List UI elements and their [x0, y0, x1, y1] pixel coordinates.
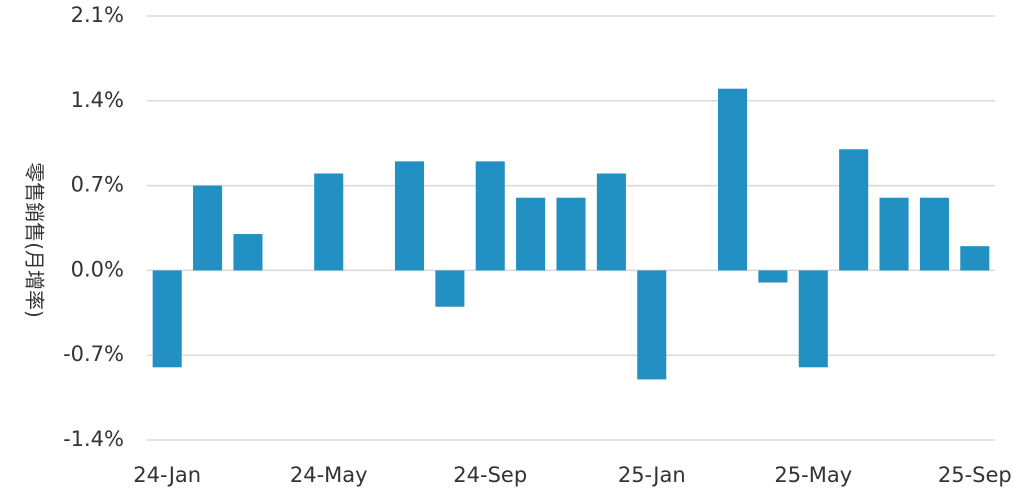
bar-25-Jan [637, 270, 667, 380]
y-tick-label: 1.4% [71, 88, 124, 112]
bar-24-Sep [475, 161, 505, 271]
bar-24-Jul [394, 161, 425, 271]
x-tick-label: 25-Sep [938, 463, 1012, 487]
y-tick-label: -0.7% [63, 342, 124, 366]
bar-24-May [314, 173, 344, 271]
x-tick-labels: 24-Jan 24-May 24-Sep 25-Jan 25-May 25-Sep [133, 463, 1011, 487]
bars [152, 88, 990, 380]
bar-24-Jan [152, 270, 182, 368]
y-tick-labels: 2.1% 1.4% 0.7% 0.0% -0.7% -1.4% [63, 3, 124, 451]
x-tick-label: 25-Jan [618, 463, 686, 487]
bar-25-Jun [839, 149, 869, 271]
bar-24-Aug [435, 270, 465, 307]
bar-25-May [798, 270, 828, 368]
bar-24-Oct [516, 197, 546, 271]
x-tick-label: 24-Sep [453, 463, 527, 487]
y-tick-label: 0.0% [71, 257, 124, 281]
bar-25-Sep [960, 246, 990, 271]
y-tick-label: 2.1% [71, 3, 124, 27]
x-tick-label: 24-Jan [133, 463, 201, 487]
bar-24-Dec [596, 173, 626, 271]
y-tick-label: 0.7% [71, 173, 124, 197]
bar-25-Aug [919, 197, 949, 271]
y-tick-label: -1.4% [63, 427, 124, 451]
bar-25-Jul [879, 197, 909, 271]
gridlines [147, 15, 995, 441]
bar-24-Nov [556, 197, 586, 271]
y-axis-label: 零售銷售(月增率) [23, 162, 47, 318]
bar-25-Apr [758, 270, 788, 283]
bar-24-Feb [193, 185, 223, 271]
x-tick-label: 25-May [774, 463, 852, 487]
x-tick-label: 24-May [290, 463, 368, 487]
bar-25-Mar [717, 88, 748, 271]
bar-24-Mar [233, 234, 263, 271]
